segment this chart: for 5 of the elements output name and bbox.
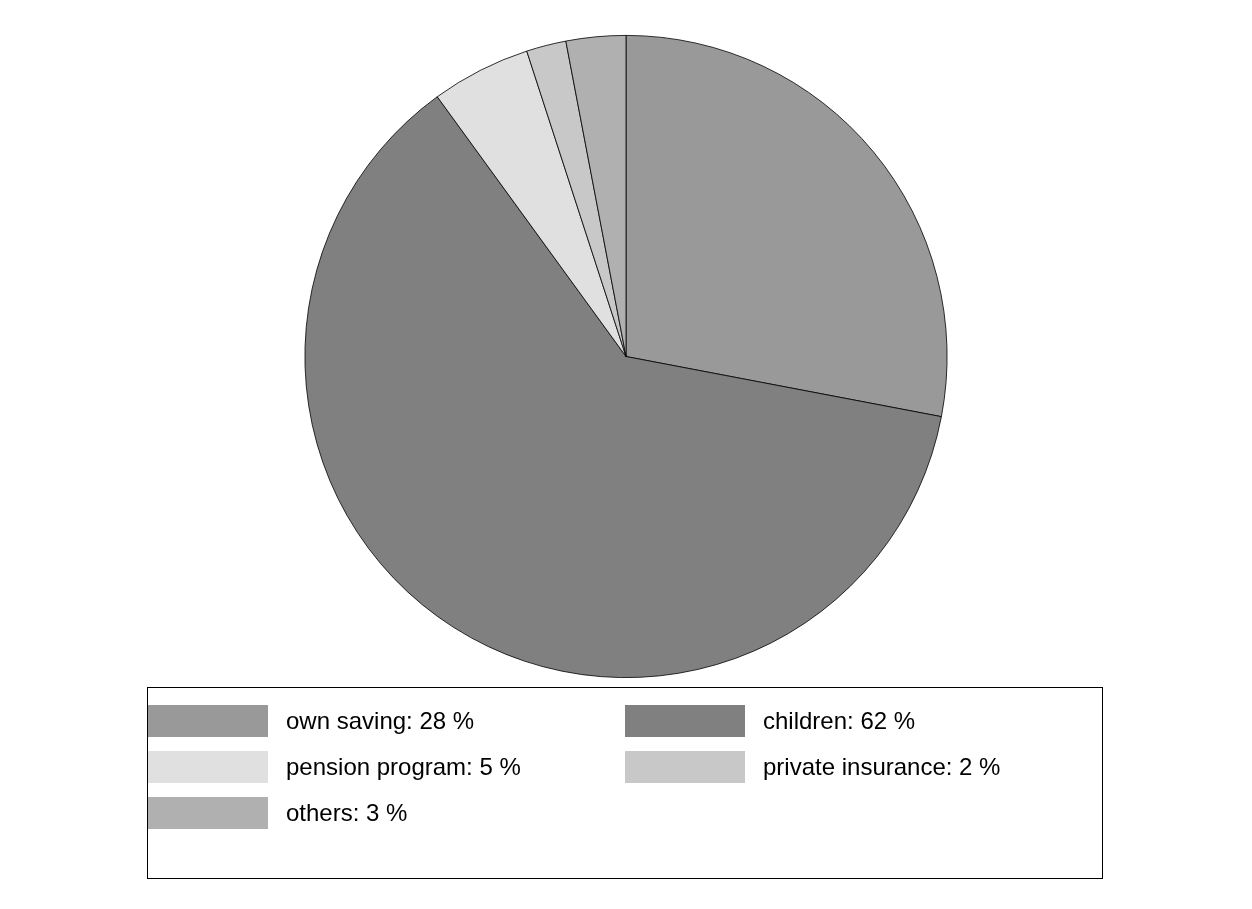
legend-label: others: 3 % bbox=[286, 799, 408, 827]
legend-label: children: 62 % bbox=[763, 707, 916, 735]
legend-label: own saving: 28 % bbox=[286, 707, 475, 735]
legend-label: pension program: 5 % bbox=[286, 753, 521, 781]
legend-label: private insurance: 2 % bbox=[763, 753, 1001, 781]
